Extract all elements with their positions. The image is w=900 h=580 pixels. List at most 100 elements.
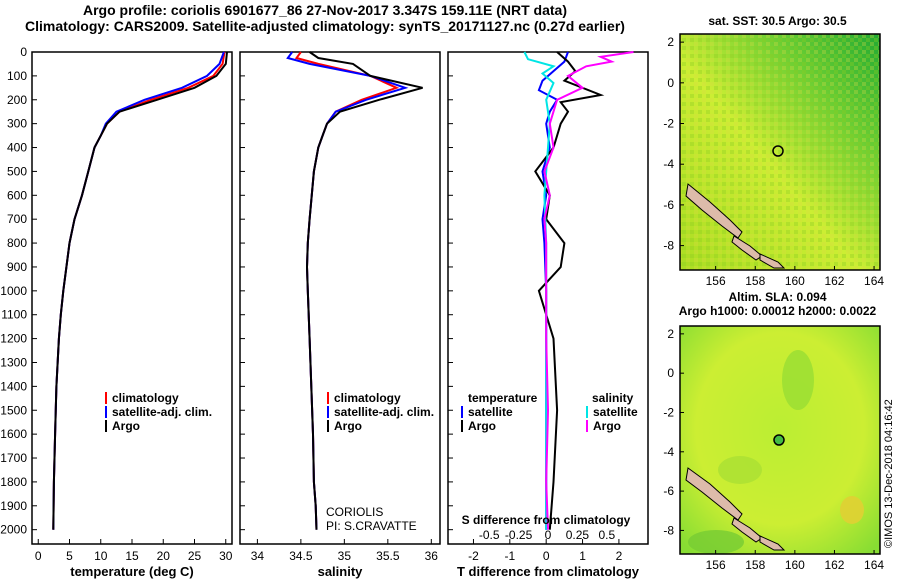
depth-tick-label: 1100 — [1, 308, 27, 322]
sst-speckle — [680, 34, 880, 270]
lon-tick-label: 156 — [706, 558, 726, 572]
lat-tick-label: -6 — [663, 484, 674, 498]
lon-tick-label: 160 — [785, 558, 805, 572]
depth-tick-label: 1700 — [0, 451, 27, 465]
x-tick-label: 20 — [157, 549, 171, 563]
sst-map: 156 158 160 162 164 2 0 -2 -4 -6 -8 — [663, 33, 884, 288]
depth-axis: 0 100 200 300 400 500 600 700 800 900 1000 1100 1200… — [0, 45, 453, 537]
temperature-plot: 0 5 10 15 20 25 30 — [35, 51, 233, 563]
x-tick-label: 0 — [543, 549, 550, 563]
sla-blob — [718, 456, 762, 484]
x-tick-label: 36 — [425, 549, 439, 563]
depth-tick-label: 300 — [7, 117, 27, 131]
salinity-plot: 34 34.5 35 35.5 36 — [251, 51, 439, 563]
legend-label-satellite: satellite-adj. clim. — [112, 405, 212, 419]
series-argo — [305, 51, 423, 530]
argo-float-marker — [773, 434, 785, 446]
imos-watermark: ©IMOS 13-Dec-2018 04:16:42 — [883, 399, 895, 548]
temperature-legend: climatology satellite-adj. clim. Argo — [105, 391, 212, 433]
difference-xlabel: T difference from climatology — [457, 564, 640, 579]
institution-label: CORIOLIS — [326, 505, 383, 519]
s-diff-axis-label: S difference from climatology — [462, 513, 631, 527]
depth-tick-label: 200 — [7, 93, 27, 107]
series-climatology — [294, 51, 400, 530]
s-diff-tick-label: -0.25 — [505, 528, 533, 542]
lat-tick-label: 2 — [667, 327, 674, 341]
sla-frame — [679, 325, 881, 555]
salinity-plot-frame — [239, 51, 441, 545]
salinity-legend: climatology satellite-adj. clim. Argo — [327, 391, 434, 433]
lat-tick-label: -4 — [663, 157, 674, 171]
lat-tick-label: -8 — [663, 239, 674, 253]
depth-tick-label: 700 — [7, 212, 27, 226]
s-diff-tick-label: 0.25 — [566, 528, 590, 542]
lat-tick-label: -2 — [663, 117, 674, 131]
depth-tick-label: 1500 — [0, 403, 27, 417]
depth-tick-label: 1200 — [0, 332, 27, 346]
depth-tick-label: 500 — [7, 164, 27, 178]
x-tick-label: 10 — [94, 549, 108, 563]
lat-tick-label: 2 — [667, 35, 674, 49]
legend-label-sal-argo: Argo — [593, 419, 621, 433]
lon-tick-label: 158 — [745, 274, 765, 288]
legend-label-temp-argo: Argo — [468, 419, 496, 433]
lat-tick-label: -4 — [663, 445, 674, 459]
depth-tick-label: 1800 — [0, 475, 27, 489]
legend-label-argo: Argo — [334, 419, 362, 433]
legend-header-temperature: temperature — [468, 391, 538, 405]
x-tick-label: 34 — [251, 549, 265, 563]
land-solomons — [759, 253, 786, 269]
series-argo — [52, 51, 228, 530]
lat-tick-label: -6 — [663, 198, 674, 212]
sla-argo-heights: Argo h1000: 0.00012 h2000: 0.0022 — [678, 304, 877, 318]
temperature-xlabel: temperature (deg C) — [70, 564, 194, 579]
depth-tick-label: 1600 — [0, 427, 27, 441]
x-tick-label: 0 — [35, 549, 42, 563]
x-tick-label: 30 — [219, 549, 233, 563]
x-tick-label: 35.5 — [376, 549, 400, 563]
lat-tick-label: -2 — [663, 405, 674, 419]
depth-tick-label: 2000 — [0, 523, 27, 537]
sla-blob — [782, 350, 814, 410]
legend-label-temp-satellite: satellite — [468, 405, 513, 419]
lon-tick-label: 160 — [785, 274, 805, 288]
difference-plot-frame — [447, 51, 649, 545]
s-diff-tick-label: -0.5 — [479, 528, 500, 542]
sst-map-title: sat. SST: 30.5 Argo: 30.5 — [708, 14, 847, 28]
depth-tick-label: 400 — [7, 141, 27, 155]
x-tick-label: 34.5 — [289, 549, 313, 563]
difference-plot: -2 -1 0 1 2 -0.5 -0.25 0 0.25 0.5 — [468, 51, 634, 563]
sst-axes: 156 158 160 162 164 2 0 -2 -4 -6 -8 — [663, 35, 884, 288]
depth-tick-label: 1400 — [0, 379, 27, 393]
x-tick-label: -2 — [468, 549, 479, 563]
x-tick-label: 25 — [188, 549, 202, 563]
lon-tick-label: 162 — [824, 558, 844, 572]
lat-tick-label: 0 — [667, 366, 674, 380]
depth-tick-label: 1000 — [0, 284, 27, 298]
lon-tick-label: 164 — [864, 274, 884, 288]
chart-title-line1: Argo profile: coriolis 6901677_86 27-Nov… — [82, 2, 567, 18]
series-satellite-adj-clim- — [286, 51, 409, 530]
sst-frame — [679, 33, 881, 271]
land-bougainville — [731, 235, 763, 261]
s-diff-tick-label: 0 — [545, 528, 552, 542]
land-bougainville — [731, 517, 763, 543]
x-tick-label: 35 — [338, 549, 352, 563]
argo-float-marker — [772, 145, 784, 157]
lat-tick-label: 0 — [667, 76, 674, 90]
x-tick-label: 2 — [616, 549, 623, 563]
x-tick-label: 1 — [579, 549, 586, 563]
sla-map: 156 158 160 162 164 2 0 -2 -4 -6 -8 — [663, 325, 884, 572]
lon-tick-label: 164 — [864, 558, 884, 572]
series-climatology — [52, 51, 226, 530]
land-solomons — [759, 535, 786, 551]
series-salinity-argo — [543, 51, 634, 530]
depth-tick-label: 600 — [7, 188, 27, 202]
legend-header-salinity: salinity — [592, 391, 634, 405]
lon-tick-label: 158 — [745, 558, 765, 572]
series-satellite-adj-clim- — [52, 51, 225, 530]
sla-map-title: Altim. SLA: 0.094 — [728, 290, 827, 304]
difference-legend: temperature satellite Argo salinity sate… — [461, 391, 638, 433]
depth-tick-label: 1300 — [0, 355, 27, 369]
